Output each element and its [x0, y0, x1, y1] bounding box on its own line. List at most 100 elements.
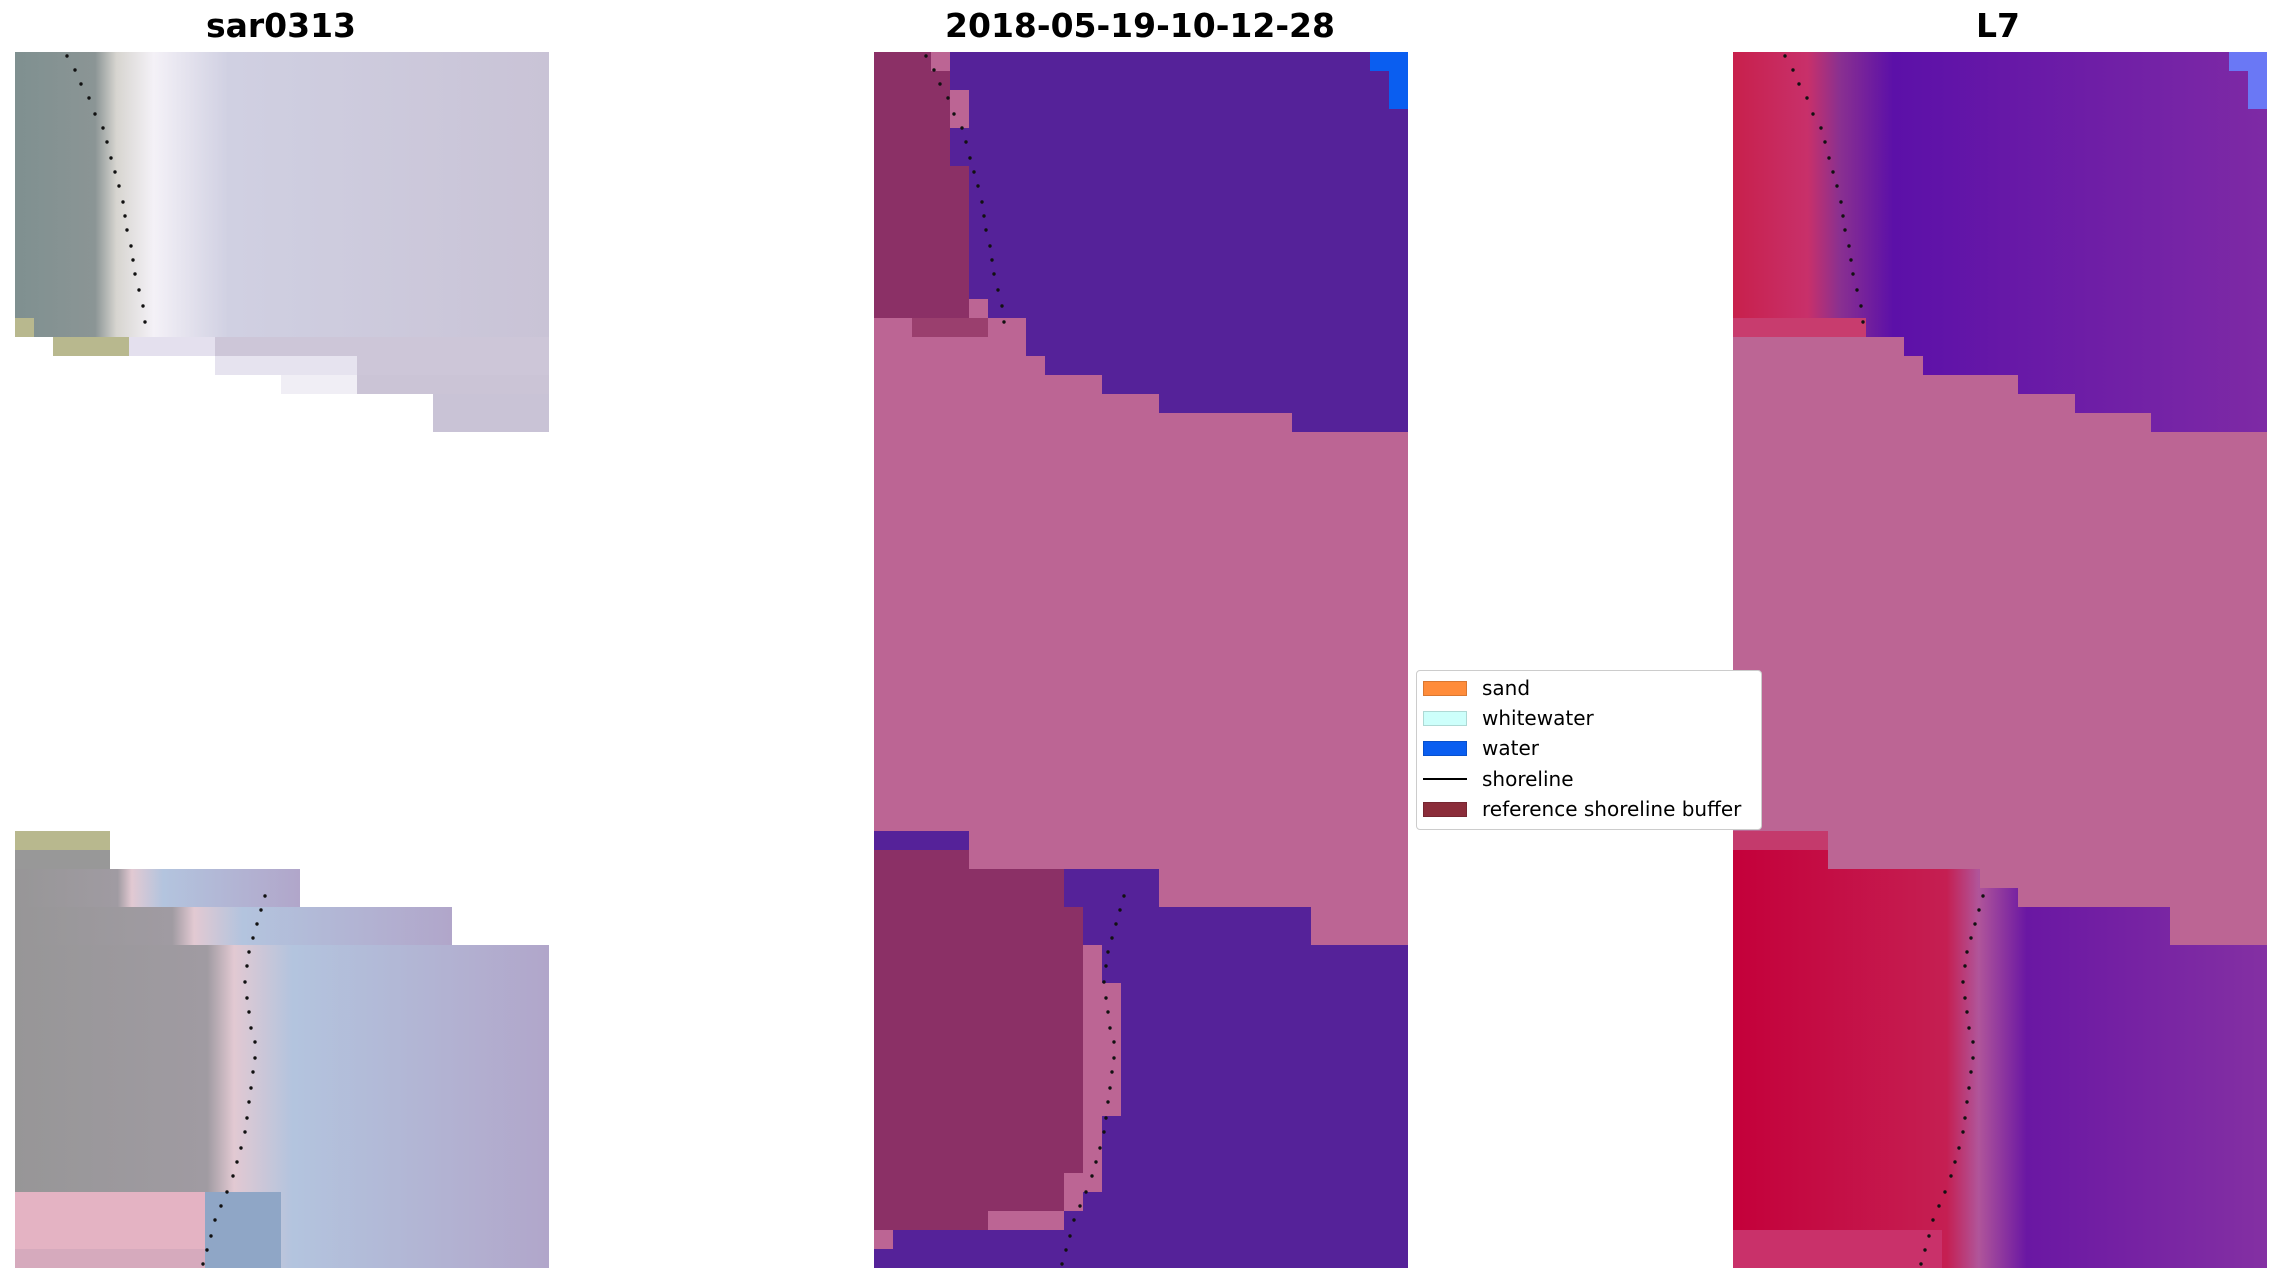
shoreline-point	[105, 140, 109, 144]
shoreline-point	[1106, 950, 1110, 954]
shoreline-point	[992, 272, 996, 276]
shoreline-point	[1811, 112, 1815, 116]
shoreline-point	[1110, 1070, 1114, 1074]
class-shoreline	[924, 54, 1126, 1266]
panel-title-classification: 2018-05-19-10-12-28	[945, 6, 1335, 45]
shoreline-point	[1819, 126, 1823, 130]
shoreline-point	[1963, 996, 1967, 1000]
shoreline-point	[239, 1146, 243, 1150]
shoreline-point	[952, 112, 956, 116]
shoreline-point	[1823, 140, 1827, 144]
buffer-swatch	[1423, 801, 1467, 817]
shoreline-point	[235, 1160, 239, 1164]
legend-label-sand: sand	[1482, 676, 1531, 700]
shoreline-point	[245, 996, 249, 1000]
rgb-top-sand-strip	[15, 318, 34, 337]
class-land-top-edge	[912, 318, 988, 337]
rgb-sand-strip	[53, 337, 129, 356]
shoreline-point	[251, 936, 255, 940]
shoreline-point	[205, 1248, 209, 1252]
shoreline-point	[1118, 908, 1122, 912]
shoreline-point	[1953, 1160, 1957, 1164]
shoreline-point	[1965, 1100, 1969, 1104]
shoreline-point	[972, 170, 976, 174]
shoreline-point	[113, 170, 117, 174]
shoreline-point	[1104, 964, 1108, 968]
legend: sand whitewater water shoreline referenc…	[1416, 670, 1762, 830]
class-water-top-notch	[950, 90, 969, 109]
shoreline-point	[960, 126, 964, 130]
shoreline-point	[1094, 1160, 1098, 1164]
rgb-top-lower-c	[357, 375, 549, 394]
shoreline-point	[1843, 228, 1847, 232]
classification-panel	[874, 52, 1408, 1268]
legend-item-sand: sand	[1423, 675, 1530, 701]
rgb-top-band-fill3	[281, 375, 357, 394]
legend-label-whitewater: whitewater	[1482, 706, 1594, 730]
shoreline-point	[249, 1086, 253, 1090]
shoreline-point	[133, 272, 137, 276]
panel-title-rgb: sar0313	[205, 6, 357, 45]
rgb-image-panel	[15, 52, 549, 1268]
shoreline-point	[1967, 1026, 1971, 1030]
shoreline-point	[1971, 1040, 1975, 1044]
shoreline-point	[988, 244, 992, 248]
rgb-bottom-pink	[15, 1192, 205, 1249]
shoreline-point	[1859, 304, 1863, 308]
shoreline-point	[109, 156, 113, 160]
water-swatch	[1423, 740, 1467, 756]
shoreline-point	[243, 1130, 247, 1134]
shoreline-point	[932, 68, 936, 72]
shoreline-point	[129, 244, 133, 248]
shoreline-point	[1827, 156, 1831, 160]
shoreline-point	[1102, 980, 1106, 984]
shoreline-point	[209, 1234, 213, 1238]
l7-top-region	[1733, 52, 2267, 432]
shoreline-point	[247, 1100, 251, 1104]
l7-panel	[1733, 52, 2267, 1268]
shoreline-point	[73, 68, 77, 72]
shoreline-point	[996, 288, 1000, 292]
shoreline-point	[1098, 1146, 1102, 1150]
sand-swatch	[1423, 680, 1467, 696]
shoreline-point	[245, 964, 249, 968]
shoreline-point	[1967, 1086, 1971, 1090]
shoreline-point	[255, 922, 259, 926]
shoreline-point	[1963, 964, 1967, 968]
shoreline-point	[1847, 244, 1851, 248]
shoreline-point	[1831, 170, 1835, 174]
shoreline-point	[1122, 894, 1126, 898]
shoreline-point	[1783, 54, 1787, 58]
shoreline-point	[1937, 1204, 1941, 1208]
shoreline-point	[1805, 96, 1809, 100]
shoreline-point	[1068, 1234, 1072, 1238]
class-water-top	[950, 52, 1408, 432]
shoreline-point	[1965, 950, 1969, 954]
shoreline-point	[251, 1070, 255, 1074]
rgb-bottom-sand	[15, 831, 110, 850]
l7-top-land-edge	[1733, 318, 1866, 337]
legend-label-water: water	[1482, 736, 1539, 760]
shoreline-point	[245, 1116, 249, 1120]
class-water-bottom	[874, 869, 1408, 1268]
shoreline-point	[946, 96, 950, 100]
shoreline-point	[982, 214, 986, 218]
shoreline-point	[984, 228, 988, 232]
shoreline-point	[253, 1040, 257, 1044]
shoreline-point	[1090, 1174, 1094, 1178]
legend-item-reference-buffer: reference shoreline buffer	[1423, 796, 1741, 822]
shoreline-point	[1835, 184, 1839, 188]
l7-top-corner	[2229, 52, 2267, 71]
shoreline-point	[65, 54, 69, 58]
shoreline-point	[243, 980, 247, 984]
shoreline-point	[1973, 922, 1977, 926]
shoreline-point	[1849, 258, 1853, 262]
shoreline-point	[1104, 1116, 1108, 1120]
shoreline-point	[225, 1190, 229, 1194]
whitewater-swatch	[1423, 710, 1467, 726]
shoreline-point	[247, 950, 251, 954]
shoreline-point	[976, 184, 980, 188]
class-water-blue	[1370, 52, 1408, 71]
shoreline-point	[247, 1010, 251, 1014]
shoreline-point	[1114, 922, 1118, 926]
